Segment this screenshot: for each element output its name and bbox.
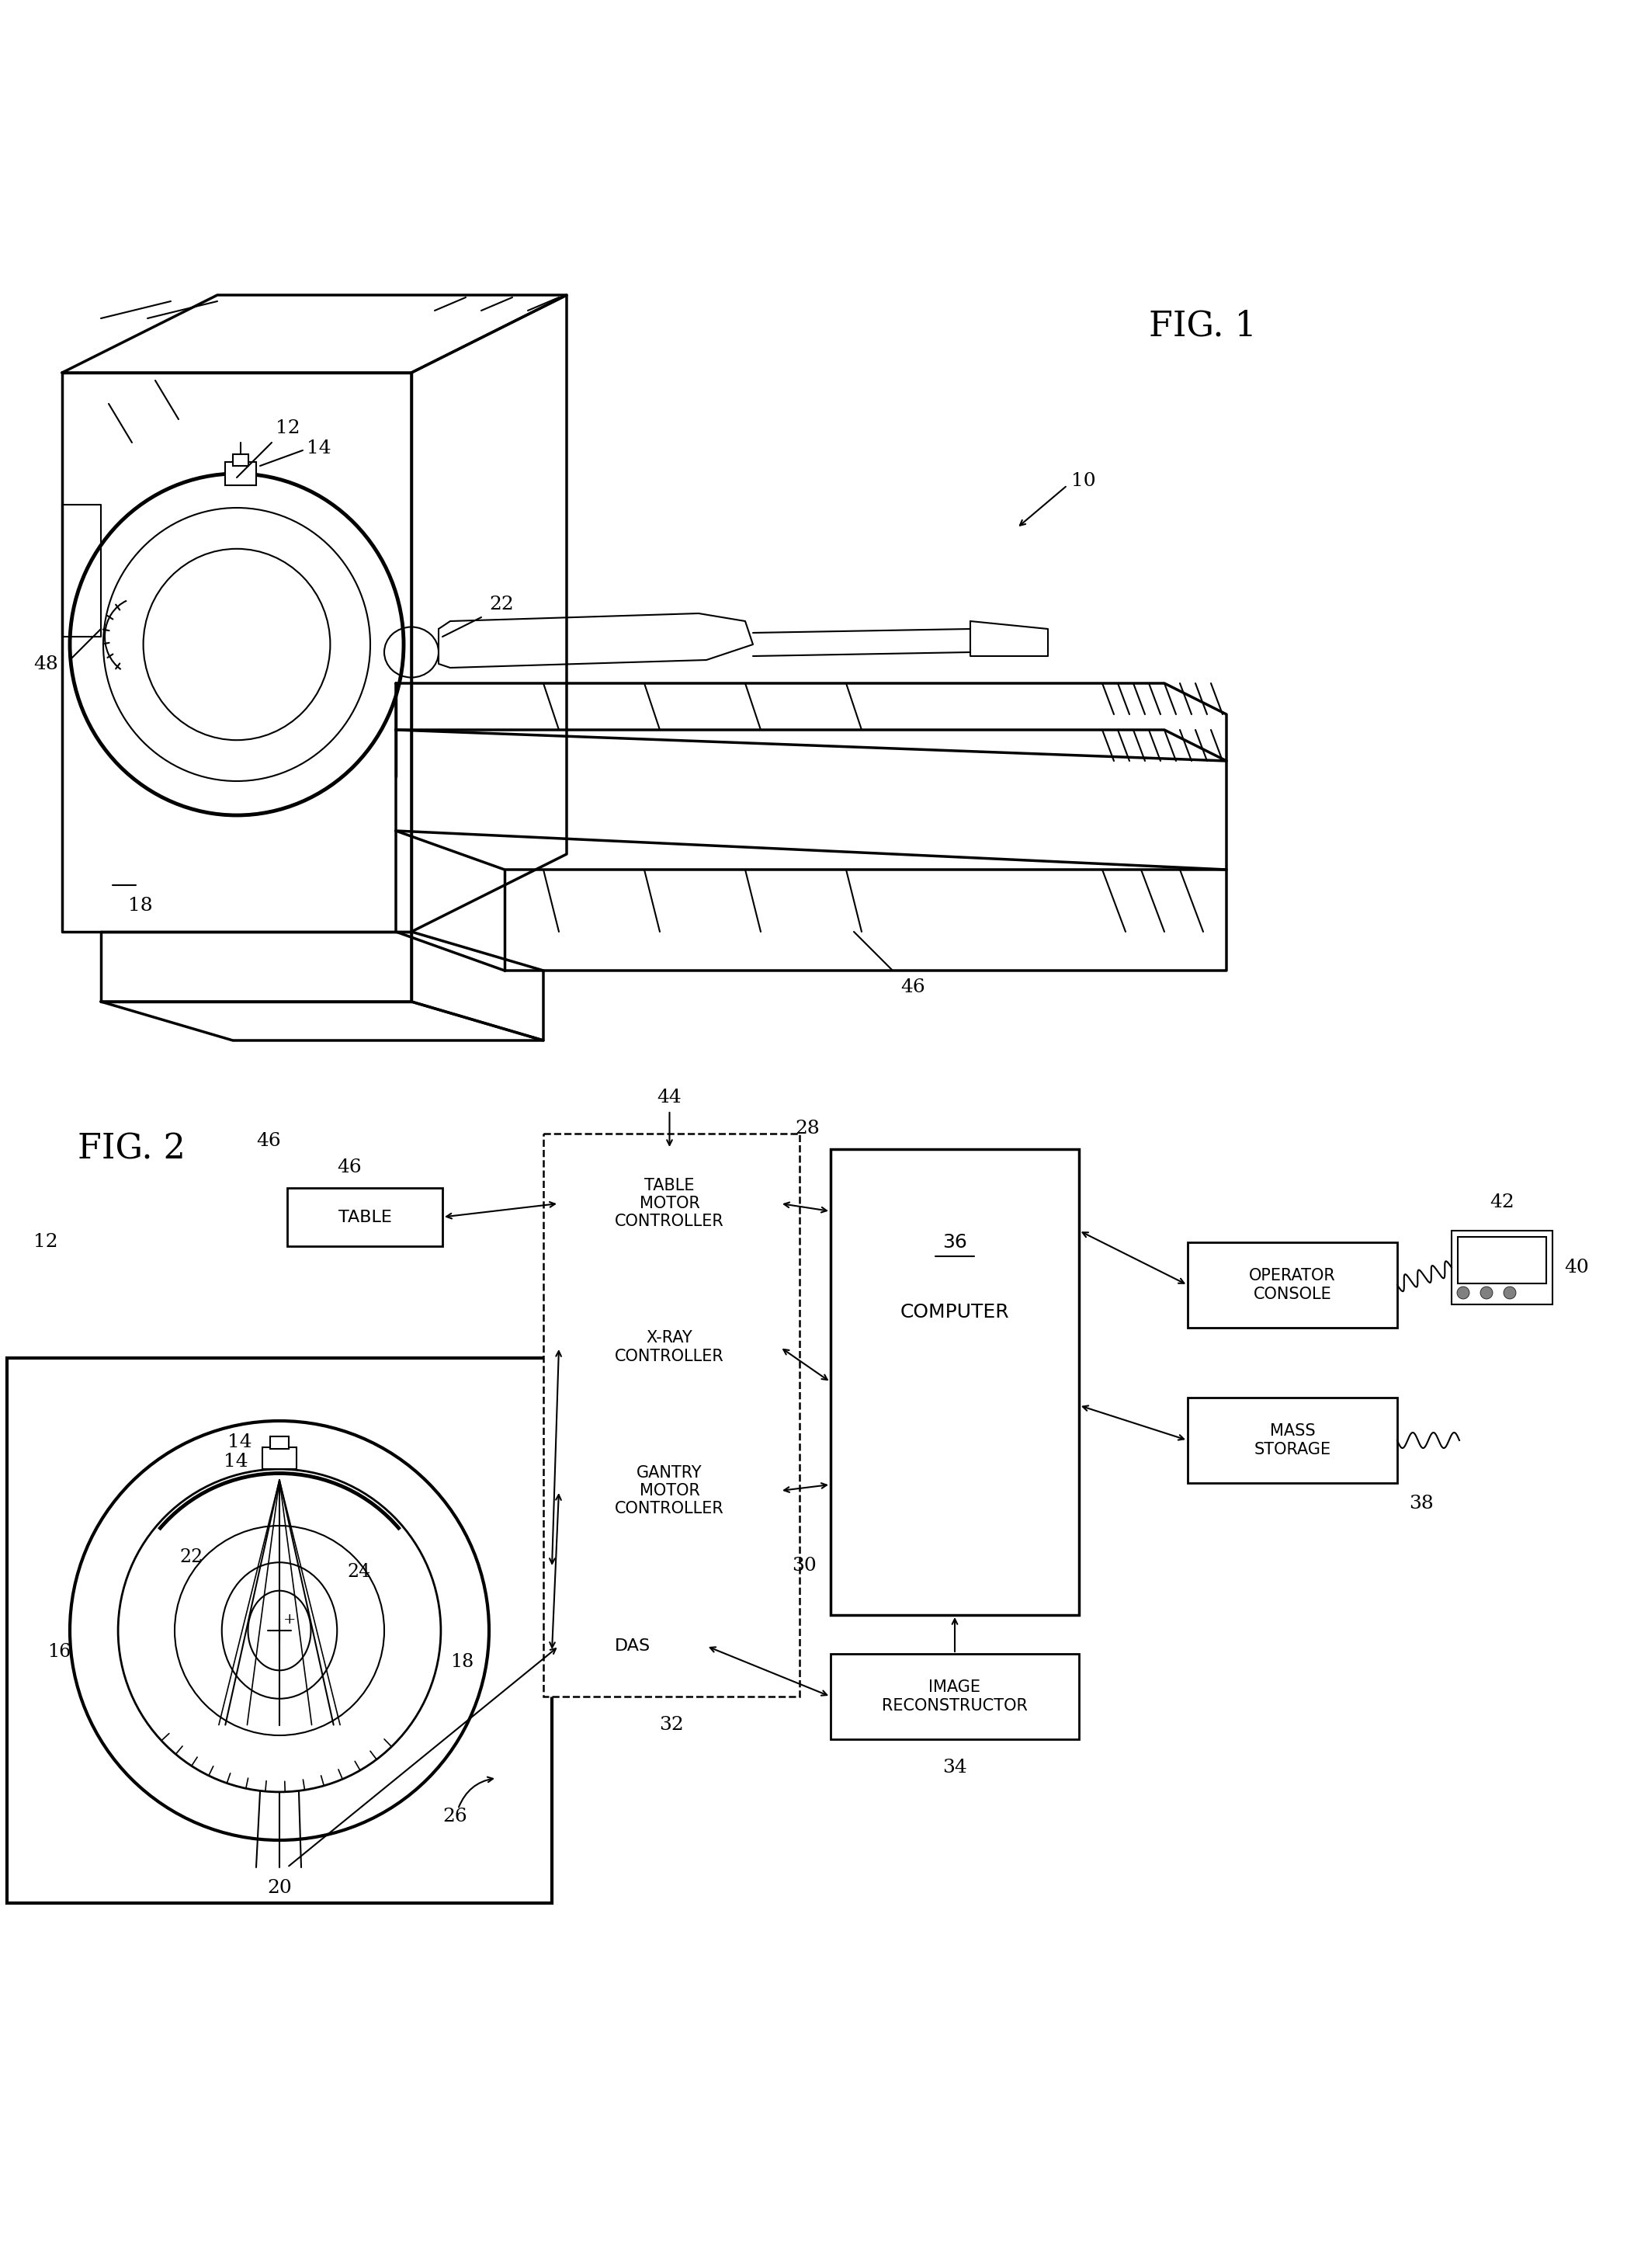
- Text: 40: 40: [1564, 1259, 1590, 1277]
- Text: 48: 48: [34, 655, 59, 674]
- Text: IMAGE
RECONSTRUCTOR: IMAGE RECONSTRUCTOR: [882, 1681, 1028, 1712]
- Bar: [1458, 1236, 1546, 1284]
- Text: X-RAY
CONTROLLER: X-RAY CONTROLLER: [615, 1331, 724, 1363]
- Bar: [1451, 1232, 1552, 1304]
- Bar: [262, 1447, 296, 1470]
- Text: 16: 16: [47, 1642, 72, 1660]
- Text: TABLE
MOTOR
CONTROLLER: TABLE MOTOR CONTROLLER: [615, 1177, 724, 1229]
- Text: OPERATOR
CONSOLE: OPERATOR CONSOLE: [1250, 1268, 1336, 1302]
- Text: COMPUTER: COMPUTER: [900, 1302, 1009, 1322]
- Text: TABLE: TABLE: [338, 1209, 392, 1225]
- Text: 18: 18: [129, 896, 153, 914]
- Text: 22: 22: [179, 1549, 203, 1567]
- Text: +: +: [283, 1613, 296, 1626]
- Bar: [830, 1653, 1079, 1740]
- Circle shape: [1458, 1286, 1469, 1300]
- Text: 12: 12: [34, 1234, 59, 1252]
- Text: 34: 34: [942, 1758, 966, 1776]
- Bar: [560, 1615, 706, 1676]
- Bar: [560, 1150, 779, 1259]
- Text: 12: 12: [275, 420, 299, 438]
- Text: 24: 24: [347, 1563, 371, 1581]
- Bar: [225, 463, 255, 485]
- Bar: [560, 1304, 779, 1390]
- Text: 38: 38: [1409, 1495, 1433, 1513]
- Text: 26: 26: [443, 1808, 467, 1826]
- Text: FIG. 1: FIG. 1: [1149, 308, 1256, 342]
- Text: FIG. 2: FIG. 2: [78, 1132, 185, 1166]
- Text: 44: 44: [657, 1089, 682, 1107]
- Circle shape: [1481, 1286, 1492, 1300]
- Text: 46: 46: [900, 978, 926, 996]
- Text: GANTRY
MOTOR
CONTROLLER: GANTRY MOTOR CONTROLLER: [615, 1465, 724, 1517]
- Text: 10: 10: [1071, 472, 1095, 490]
- Text: 28: 28: [796, 1120, 820, 1139]
- Text: 46: 46: [255, 1132, 281, 1150]
- Bar: [1188, 1243, 1398, 1327]
- Text: DAS: DAS: [615, 1637, 651, 1653]
- Text: 18: 18: [451, 1653, 473, 1672]
- Text: 46: 46: [337, 1159, 361, 1177]
- Text: 20: 20: [267, 1878, 291, 1896]
- Text: 14: 14: [225, 1452, 249, 1470]
- Bar: [233, 454, 249, 465]
- Bar: [7, 1359, 552, 1903]
- Circle shape: [1503, 1286, 1516, 1300]
- Text: 14: 14: [228, 1433, 252, 1452]
- Text: 22: 22: [490, 596, 514, 612]
- Text: 32: 32: [659, 1717, 683, 1733]
- Bar: [560, 1436, 779, 1545]
- Text: 14: 14: [306, 440, 332, 458]
- Text: 36: 36: [942, 1234, 966, 1252]
- Text: 42: 42: [1490, 1193, 1515, 1211]
- Bar: [830, 1150, 1079, 1615]
- Bar: [1188, 1397, 1398, 1483]
- Text: MASS
STORAGE: MASS STORAGE: [1254, 1424, 1331, 1456]
- Text: 30: 30: [792, 1556, 817, 1574]
- Bar: [270, 1436, 288, 1449]
- Bar: [543, 1134, 799, 1696]
- Bar: [288, 1188, 443, 1245]
